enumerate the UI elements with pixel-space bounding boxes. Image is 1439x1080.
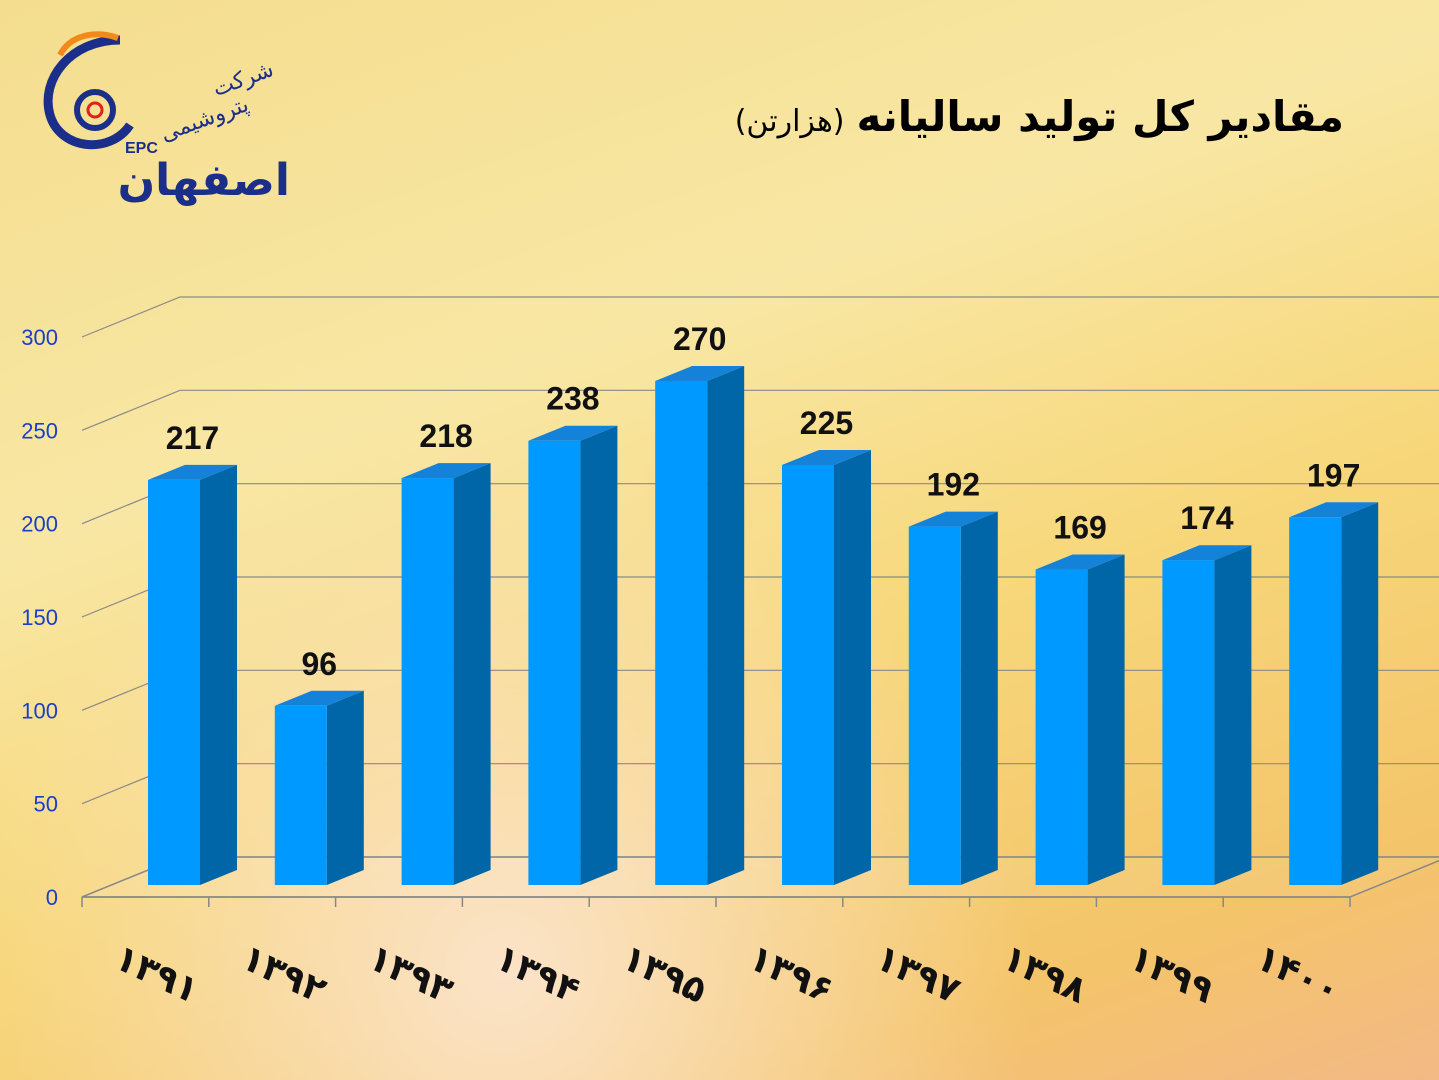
x-tick-label: ۱۳۹۲ bbox=[235, 937, 332, 1011]
x-tick-label: ۱۴۰۰ bbox=[1250, 937, 1347, 1011]
bar-top bbox=[274, 690, 364, 706]
bar-side bbox=[707, 366, 745, 885]
bar-side bbox=[834, 450, 871, 885]
grid-line bbox=[81, 669, 1439, 711]
floor bbox=[81, 856, 1439, 898]
bar bbox=[908, 526, 961, 885]
bar-top bbox=[1035, 554, 1125, 570]
logo-ring bbox=[74, 89, 116, 131]
value-label: 218 bbox=[419, 418, 472, 454]
value-label: 197 bbox=[1307, 457, 1360, 493]
x-tick-label: ۱۳۹۹ bbox=[1123, 937, 1220, 1011]
bar bbox=[401, 478, 454, 885]
bar-top bbox=[908, 511, 998, 527]
y-tick-label: 100 bbox=[21, 698, 58, 723]
bar-top bbox=[655, 366, 745, 381]
logo-flame bbox=[57, 31, 119, 57]
logo-text: اصفهان bbox=[118, 155, 290, 206]
y-tick-label: 50 bbox=[34, 792, 58, 817]
grid-line bbox=[81, 856, 1439, 898]
bar-top bbox=[782, 450, 871, 465]
x-tick-label: ۱۳۹۴ bbox=[489, 937, 586, 1011]
bar-side bbox=[1087, 554, 1125, 885]
x-tick-label: ۱۳۹۵ bbox=[616, 937, 713, 1011]
logo-swirl bbox=[43, 35, 134, 150]
bar-side bbox=[1341, 502, 1379, 885]
grid-line bbox=[81, 576, 1439, 618]
grid-line bbox=[81, 389, 1439, 431]
logo-abbr: EPC bbox=[125, 140, 158, 157]
bar-side bbox=[580, 425, 618, 885]
x-tick-label: ۱۳۹۸ bbox=[996, 937, 1093, 1011]
bar bbox=[1162, 560, 1215, 885]
bar-top bbox=[401, 463, 491, 479]
value-label: 192 bbox=[927, 467, 980, 503]
chart-subtitle: (هزارتن) bbox=[734, 104, 845, 139]
value-label: 217 bbox=[166, 420, 219, 456]
bar-top bbox=[1162, 545, 1252, 561]
grid-line bbox=[81, 483, 1439, 525]
bar-side bbox=[200, 464, 237, 885]
bar-top bbox=[528, 425, 618, 441]
x-tick-label: ۱۳۹۶ bbox=[742, 937, 839, 1011]
value-label: 174 bbox=[1180, 500, 1234, 536]
y-tick-label: 250 bbox=[21, 418, 58, 443]
value-label: 96 bbox=[302, 646, 338, 682]
y-tick-label: 0 bbox=[46, 885, 58, 910]
grid-line bbox=[81, 763, 1439, 805]
grid-line bbox=[81, 296, 1439, 338]
bar bbox=[528, 440, 581, 885]
x-tick-label: ۱۳۹۷ bbox=[869, 937, 966, 1011]
bar bbox=[274, 705, 327, 885]
bar bbox=[1035, 569, 1088, 885]
chart-title: مقادیر کل تولید سالیانه bbox=[856, 92, 1344, 141]
bar-top bbox=[148, 464, 237, 480]
value-label: 225 bbox=[800, 405, 853, 441]
bar bbox=[782, 465, 834, 885]
x-tick-label: ۱۳۹۱ bbox=[108, 937, 205, 1011]
value-label: 169 bbox=[1053, 510, 1106, 546]
x-tick-label: ۱۳۹۳ bbox=[362, 937, 459, 1011]
bar-side bbox=[453, 463, 491, 885]
title-block: مقادیر کل تولید سالیانه (هزارتن) bbox=[735, 92, 1344, 141]
y-tick-label: 150 bbox=[21, 605, 58, 630]
bar-side bbox=[1214, 545, 1252, 885]
bar-side bbox=[960, 511, 998, 885]
y-tick-label: 200 bbox=[21, 512, 58, 537]
bar-top bbox=[1289, 502, 1379, 518]
y-tick-label: 300 bbox=[21, 325, 58, 350]
logo: شرکت پتروشیمی اصفهان EPC bbox=[43, 31, 290, 206]
bar bbox=[1289, 517, 1342, 885]
bar bbox=[148, 479, 200, 885]
value-label: 238 bbox=[546, 381, 599, 417]
logo-core bbox=[86, 101, 104, 119]
value-label: 270 bbox=[673, 321, 726, 357]
logo-text: پتروشیمی bbox=[157, 92, 252, 147]
bar-side bbox=[326, 690, 364, 885]
bar bbox=[655, 381, 708, 885]
